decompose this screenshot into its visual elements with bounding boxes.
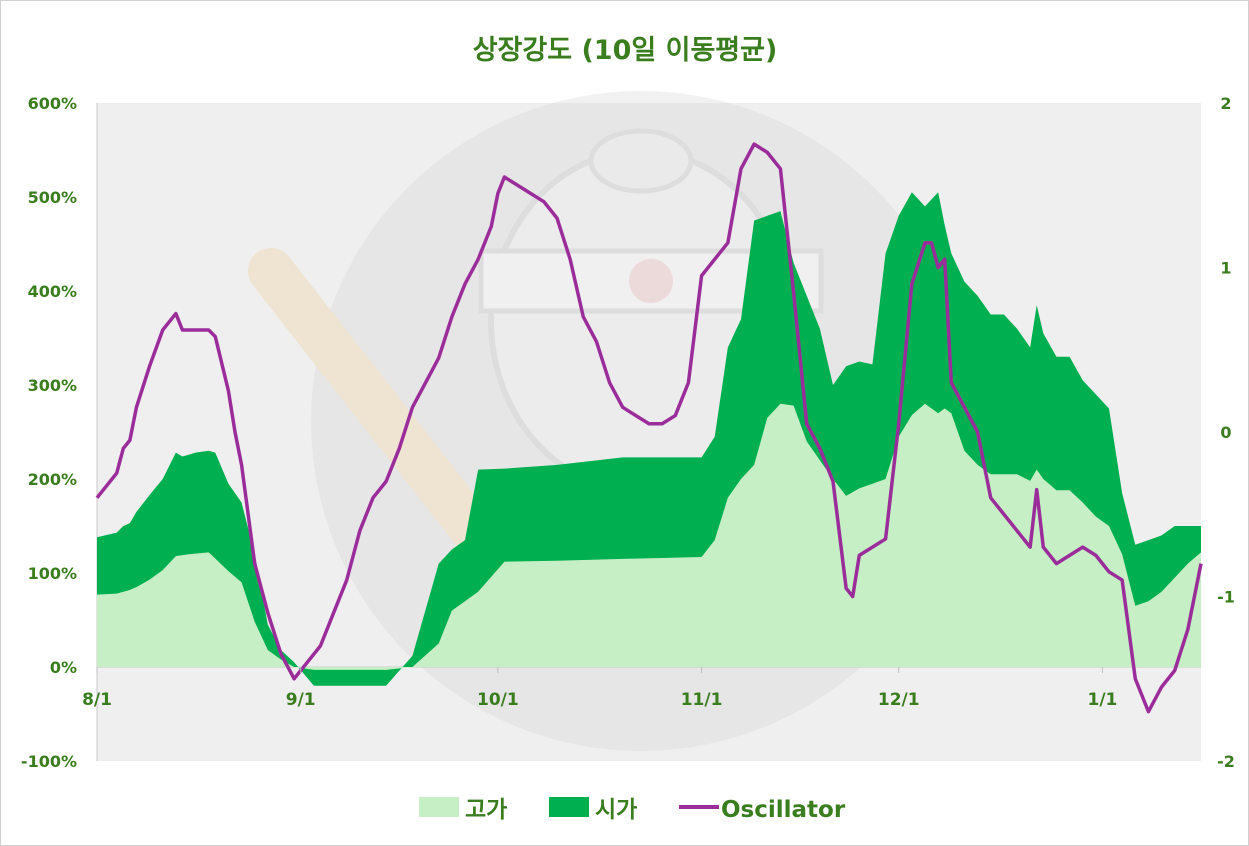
x-tick-label: 9/1 <box>286 690 316 710</box>
legend: 고가 시가 Oscillator <box>419 797 846 823</box>
y-left-tick-label: -100% <box>21 752 77 771</box>
x-tick-label: 11/1 <box>681 690 723 710</box>
y-left-tick-label: 400% <box>28 282 77 301</box>
y-right-tick-label: -2 <box>1217 752 1235 771</box>
legend-swatch-open <box>549 797 589 817</box>
legend-swatch-high <box>419 797 459 817</box>
legend-label-open: 시가 <box>595 797 637 823</box>
y-left-tick-label: 0% <box>50 658 77 677</box>
y-left-tick-label: 600% <box>28 94 77 113</box>
y-left-tick-label: 500% <box>28 188 77 207</box>
oscillator-line <box>95 142 1203 714</box>
chart-title: 상장강도 (10일 이동평균) <box>473 35 778 66</box>
legend-label-oscillator: Oscillator <box>721 797 846 823</box>
y-right-tick-label: 1 <box>1220 259 1231 278</box>
y-right-tick-labels: 2 1 0 -1 -2 <box>1217 94 1235 771</box>
y-right-tick-label: 2 <box>1220 94 1231 113</box>
legend-label-high: 고가 <box>465 797 507 823</box>
y-left-tick-label: 200% <box>28 470 77 489</box>
y-left-tick-label: 300% <box>28 376 77 395</box>
y-left-tick-label: 100% <box>28 564 77 583</box>
area-series-0 <box>97 403 1201 670</box>
x-tick-label: 1/1 <box>1087 690 1117 710</box>
y-right-tick-label: 0 <box>1220 423 1231 442</box>
x-tick-label: 8/1 <box>82 690 112 710</box>
series-layer <box>95 142 1203 714</box>
y-right-tick-label: -1 <box>1217 588 1235 607</box>
x-tick-labels: 8/1 9/1 10/1 11/1 12/1 1/1 <box>82 667 1117 710</box>
x-tick-label: 12/1 <box>878 690 920 710</box>
y-left-tick-labels: 600% 500% 400% 300% 200% 100% 0% -100% <box>21 94 77 771</box>
x-tick-label: 10/1 <box>477 690 519 710</box>
